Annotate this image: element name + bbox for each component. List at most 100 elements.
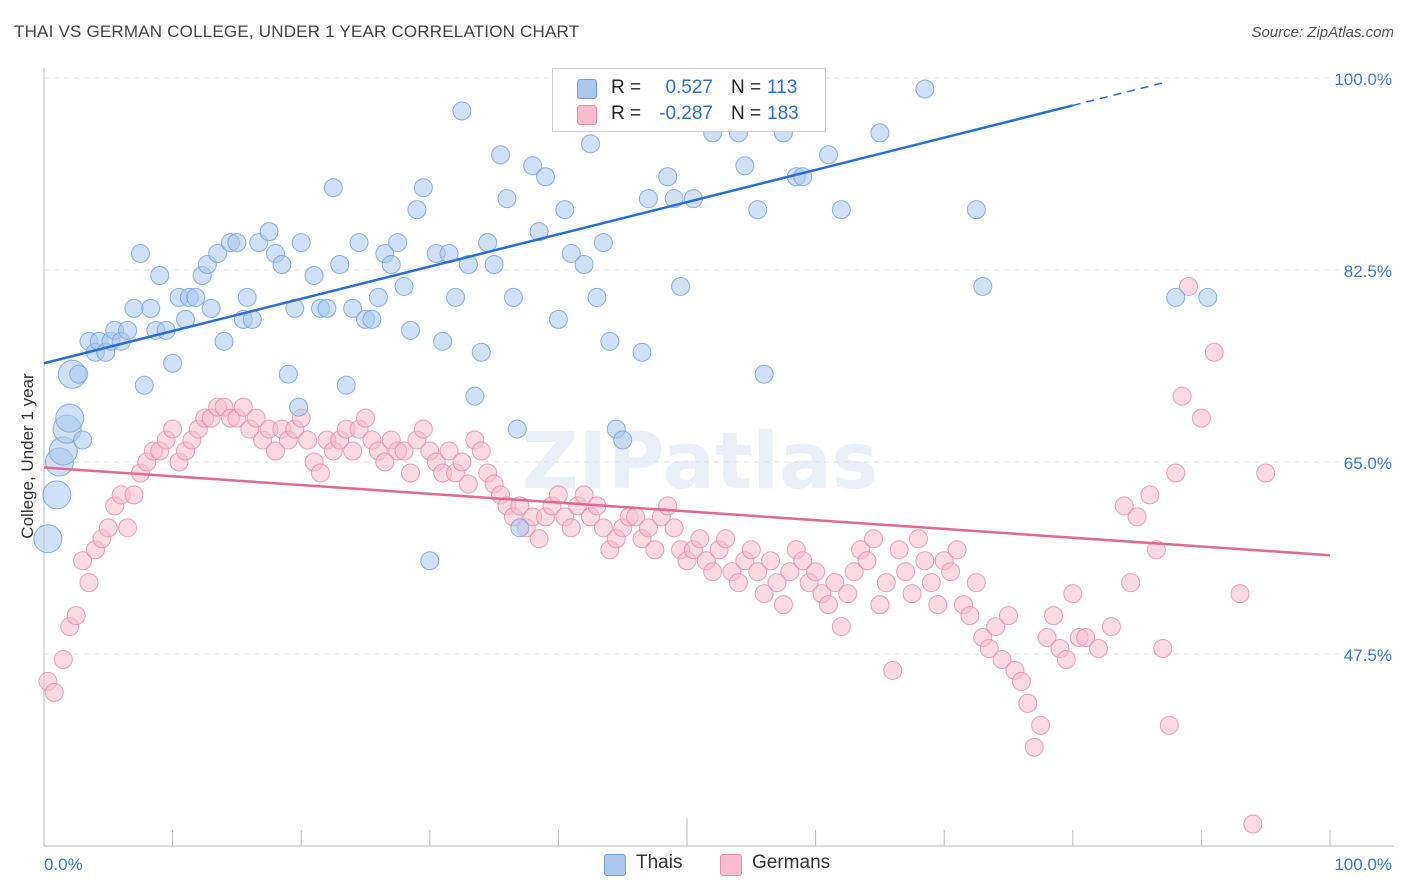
german-point [716,529,736,549]
german-point [1121,573,1141,593]
german-point [1204,342,1224,362]
german-point [780,562,800,582]
thai-point [529,222,549,242]
german-point [690,529,710,549]
thai-point [272,255,292,275]
german-point [118,518,138,538]
german-point [1024,737,1044,757]
german-point [941,562,961,582]
y-axis-label: College, Under 1 year [18,373,37,539]
german-point [375,452,395,472]
german-point [767,573,787,593]
legend-label-germans: Germans [752,852,831,873]
german-point [806,562,826,582]
german-point [310,463,330,483]
y-tick-label: 100.0% [1334,70,1392,89]
german-point [992,649,1012,669]
german-point [1018,693,1038,713]
thai-point [304,265,324,285]
thai-point [1198,287,1218,307]
thai-point [381,255,401,275]
german-point [1159,715,1179,735]
r-value: 0.527 [665,77,713,98]
german-point [79,573,99,593]
german-point [773,595,793,615]
german-point [1172,386,1192,406]
german-point [870,595,890,615]
german-point [53,649,73,669]
thai-point [671,276,691,296]
thai-point [317,298,337,318]
thai-point [336,375,356,395]
german-point [298,430,318,450]
chart-title: THAI VS GERMAN COLLEGE, UNDER 1 YEAR COR… [14,22,580,41]
x-tick-label: 0.0% [44,855,83,874]
thai-point [407,200,427,220]
german-point [561,518,581,538]
thai-trend-extension [1072,82,1164,107]
thai-point [915,79,935,99]
german-point [1140,485,1160,505]
thai-point [73,430,93,450]
german-point [1037,628,1057,648]
german-point [664,518,684,538]
german-point [1243,814,1263,834]
thai-point [323,178,343,198]
thai-point [503,287,523,307]
thai-point [413,178,433,198]
r-label: R = [611,77,642,98]
german-point [1076,628,1096,648]
thai-point [227,233,247,253]
german-point [1114,496,1134,516]
german-point [703,562,723,582]
german-point [728,573,748,593]
r-label: R = [611,103,642,124]
thai-point [507,419,527,439]
german-point [883,660,903,680]
y-tick-label: 82.5% [1344,262,1392,281]
german-point [1089,639,1109,659]
thai-point [1166,287,1186,307]
thai-point [754,364,774,384]
thai-point [141,298,161,318]
thai-point [870,123,890,143]
german-swatch [577,105,597,125]
german-point [960,606,980,626]
german-point [233,397,253,417]
german-point [1166,463,1186,483]
german-point [986,617,1006,637]
german-trend-line [43,466,1331,557]
german-point [928,595,948,615]
german-point [863,529,883,549]
thai-point [186,287,206,307]
y-tick-label: 65.0% [1344,454,1392,473]
thai-point [394,276,414,296]
thai-point [452,101,472,121]
thai-point [118,320,138,340]
german-point [1101,617,1121,637]
thai-swatch [604,854,626,876]
german-point [394,441,414,461]
german-point [825,573,845,593]
german-point [645,540,665,560]
german-point [246,408,266,428]
thai-point [536,167,556,187]
german-point [44,682,64,702]
german-point [748,562,768,582]
german-point [356,408,375,428]
n-label: N = [731,103,762,124]
thai-point [291,233,311,253]
thai-point [150,265,170,285]
y-tick-label: 47.5% [1344,646,1392,665]
thai-swatch [577,79,597,99]
german-point [896,562,916,582]
thai-point [343,298,363,318]
thai-point [130,244,150,264]
german-point [658,496,678,516]
thai-point [471,342,491,362]
german-point [741,540,761,560]
german-point [343,441,363,461]
source-label: Source: ZipAtlas.com [1251,24,1394,41]
thai-point [523,156,543,176]
german-point [401,463,421,483]
